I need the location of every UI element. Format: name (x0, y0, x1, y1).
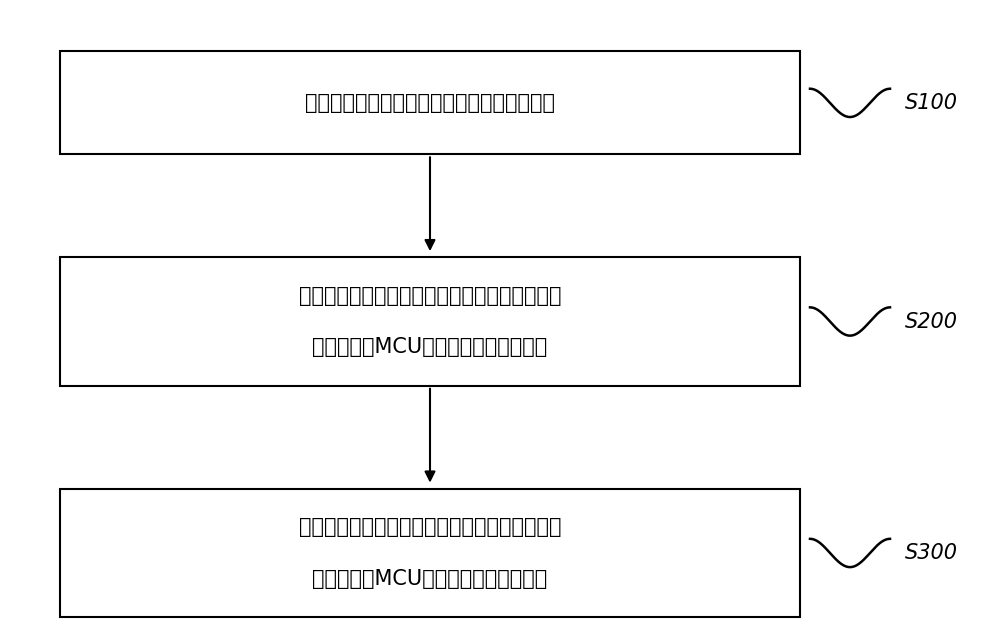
Text: S200: S200 (905, 311, 958, 332)
Text: 施加到所述MCU的下载模式激活脚位上: 施加到所述MCU的下载模式激活脚位上 (312, 337, 548, 358)
FancyBboxPatch shape (60, 489, 800, 617)
Text: 施加到所述MCU的下载模式激活脚位上: 施加到所述MCU的下载模式激活脚位上 (312, 568, 548, 589)
Text: S100: S100 (905, 93, 958, 113)
Text: S300: S300 (905, 543, 958, 563)
FancyBboxPatch shape (60, 51, 800, 154)
Text: 所述激活单元根据所述下载信号产生激活信号并: 所述激活单元根据所述下载信号产生激活信号并 (299, 285, 561, 306)
FancyBboxPatch shape (60, 257, 800, 386)
Text: 将下载信号输入所述激活单元和所述上电单元: 将下载信号输入所述激活单元和所述上电单元 (305, 93, 555, 113)
Text: 所述激活单元根据所述下载信号产生激活信号并: 所述激活单元根据所述下载信号产生激活信号并 (299, 517, 561, 538)
